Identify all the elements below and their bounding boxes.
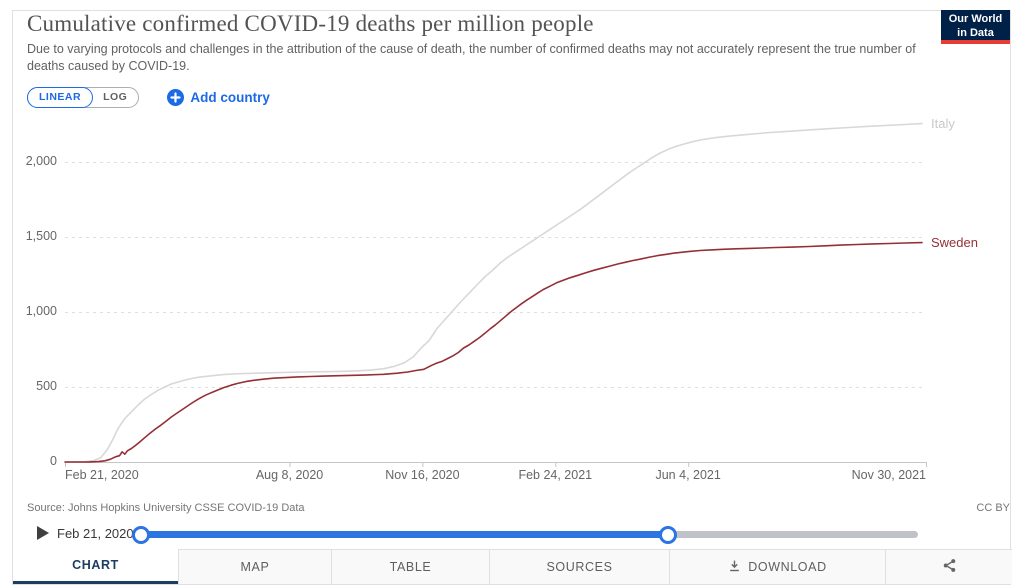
tab-map[interactable]: MAP [178,549,331,584]
tab-share[interactable] [885,549,1012,584]
source-note: Source: Johns Hopkins University CSSE CO… [27,502,305,514]
tab-sources[interactable]: SOURCES [489,549,669,584]
play-button[interactable] [36,525,50,541]
tab-chart[interactable]: CHART [13,549,178,584]
owid-logo-redbar [941,40,1010,44]
timeline-end-handle[interactable] [658,526,677,544]
share-icon [942,558,957,576]
timeline-start-handle[interactable] [132,526,150,544]
tab-download[interactable]: DOWNLOAD [669,549,885,584]
page-title: Cumulative confirmed COVID-19 deaths per… [27,11,594,36]
page-subtitle: Due to varying protocols and challenges … [27,42,916,73]
timeline-selected-range [141,531,668,538]
add-country-label: Add country [190,89,270,105]
log-button[interactable]: LOG [103,90,128,103]
scale-toggle: LINEAR LOG [27,86,140,108]
linear-button[interactable]: LINEAR [27,86,94,108]
download-icon [728,559,741,576]
license-badge: CC BY [976,502,1010,514]
owid-logo-text: Our World in Data [948,13,1003,39]
timeline-start-date: Feb 21, 2020 [57,526,134,541]
plus-icon [167,88,185,106]
chart-controls: LINEAR LOG Add country [27,86,270,108]
tab-bar: CHART MAP TABLE SOURCES DOWNLOAD [13,549,1012,584]
timeline-slider[interactable] [141,531,918,538]
tab-table[interactable]: TABLE [331,549,489,584]
owid-logo: Our World in Data [941,10,1010,44]
add-country-button[interactable]: Add country [167,88,270,106]
